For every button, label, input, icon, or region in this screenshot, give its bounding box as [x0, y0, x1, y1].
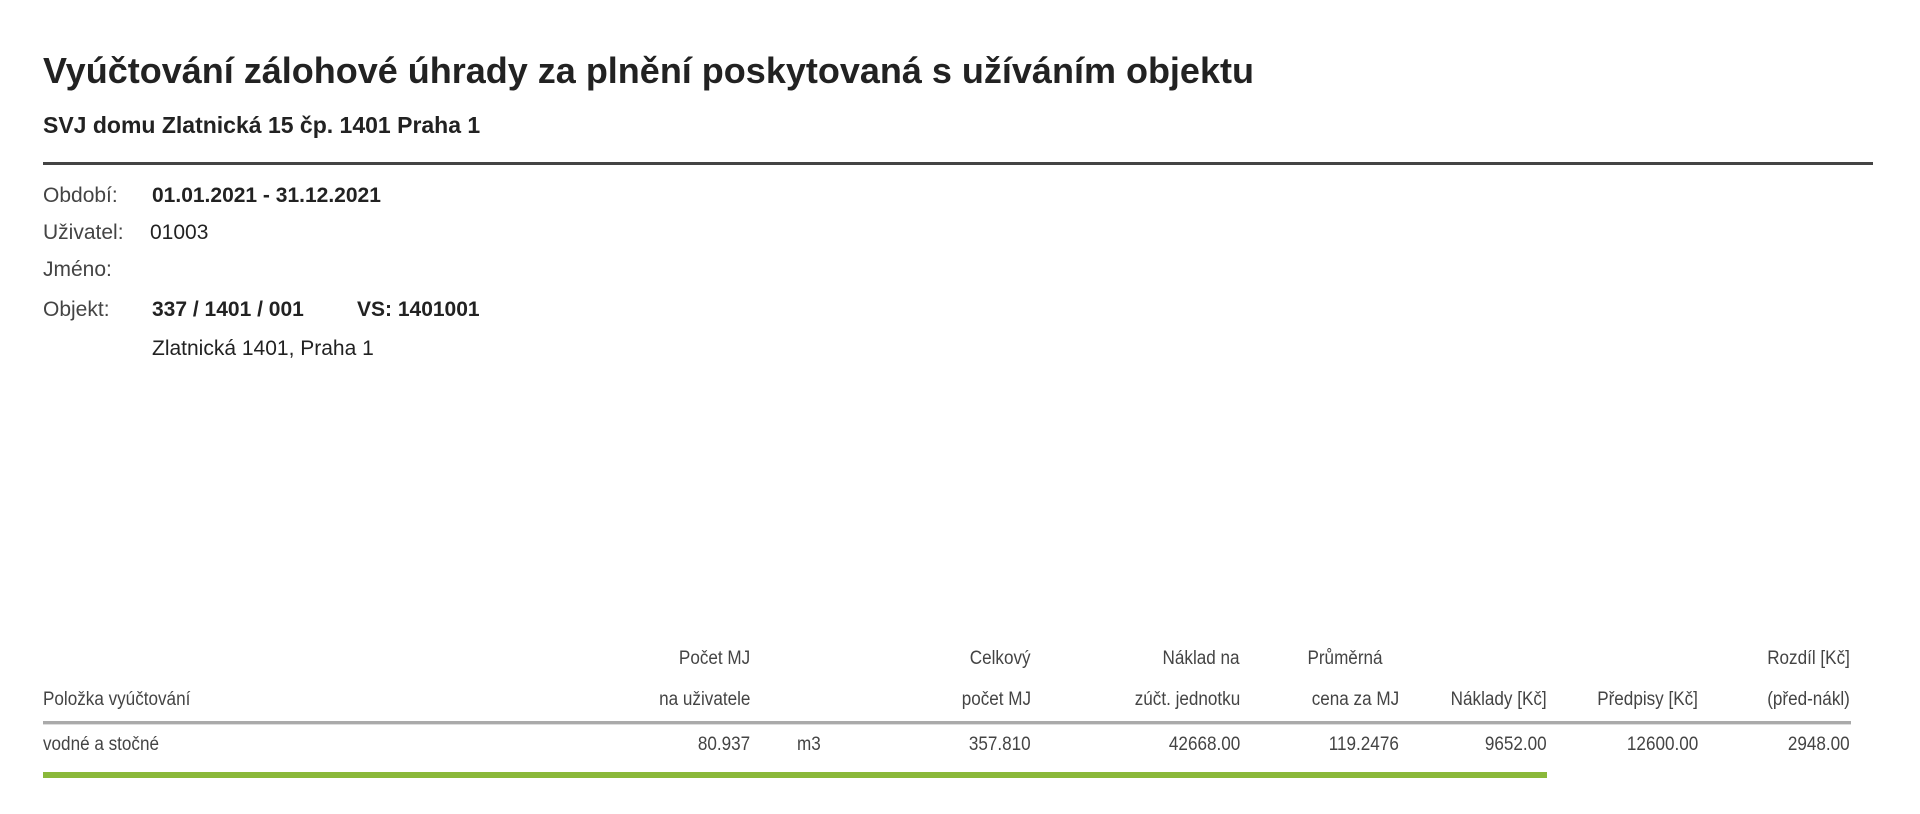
header-avg-price-1: Průměrná — [1307, 648, 1383, 669]
header-total-units-1: Celkový — [970, 648, 1031, 669]
header-units-user-2: na uživatele — [658, 689, 750, 710]
table-header-divider — [43, 721, 1851, 725]
user-value: 01003 — [150, 221, 209, 244]
header-diff-1: Rozdíl [Kč] — [1767, 648, 1850, 669]
name-label: Jméno: — [43, 258, 112, 281]
cell-avg-price: 119.2476 — [1328, 734, 1399, 755]
user-label: Uživatel: — [43, 221, 124, 244]
cell-prescribed: 12600.00 — [1626, 734, 1698, 755]
period-label: Období: — [43, 184, 118, 207]
cell-costs: 9652.00 — [1485, 734, 1547, 755]
header-units-user-1: Počet MJ — [678, 648, 750, 669]
header-cost-per-unit-1: Náklad na — [1162, 648, 1240, 669]
cell-total-units: 357.810 — [969, 734, 1031, 755]
object-value: 337 / 1401 / 001 — [152, 298, 304, 321]
header-prescribed: Předpisy [Kč] — [1597, 689, 1698, 710]
header-divider — [43, 162, 1873, 165]
header-avg-price-2: cena za MJ — [1311, 689, 1399, 710]
cell-diff: 2948.00 — [1788, 734, 1850, 755]
variable-symbol: VS: 1401001 — [357, 298, 480, 321]
header-total-units-2: počet MJ — [961, 689, 1031, 710]
header-costs: Náklady [Kč] — [1451, 689, 1547, 710]
object-label: Objekt: — [43, 298, 110, 321]
cost-bar — [43, 772, 1547, 778]
header-item: Položka vyúčtování — [43, 689, 191, 710]
period-value: 01.01.2021 - 31.12.2021 — [152, 184, 381, 207]
page-subtitle: SVJ domu Zlatnická 15 čp. 1401 Praha 1 — [43, 112, 481, 138]
header-cost-per-unit-2: zúčt. jednotku — [1134, 689, 1240, 710]
cell-units-user: 80.937 — [697, 734, 750, 755]
header-diff-2: (před-nákl) — [1767, 689, 1850, 710]
object-address: Zlatnická 1401, Praha 1 — [152, 337, 374, 360]
cell-cost-per-unit: 42668.00 — [1168, 734, 1240, 755]
page-title: Vyúčtování zálohové úhrady za plnění pos… — [43, 50, 1254, 91]
cell-unit: m3 — [797, 734, 821, 755]
cell-item: vodné a stočné — [43, 734, 159, 755]
